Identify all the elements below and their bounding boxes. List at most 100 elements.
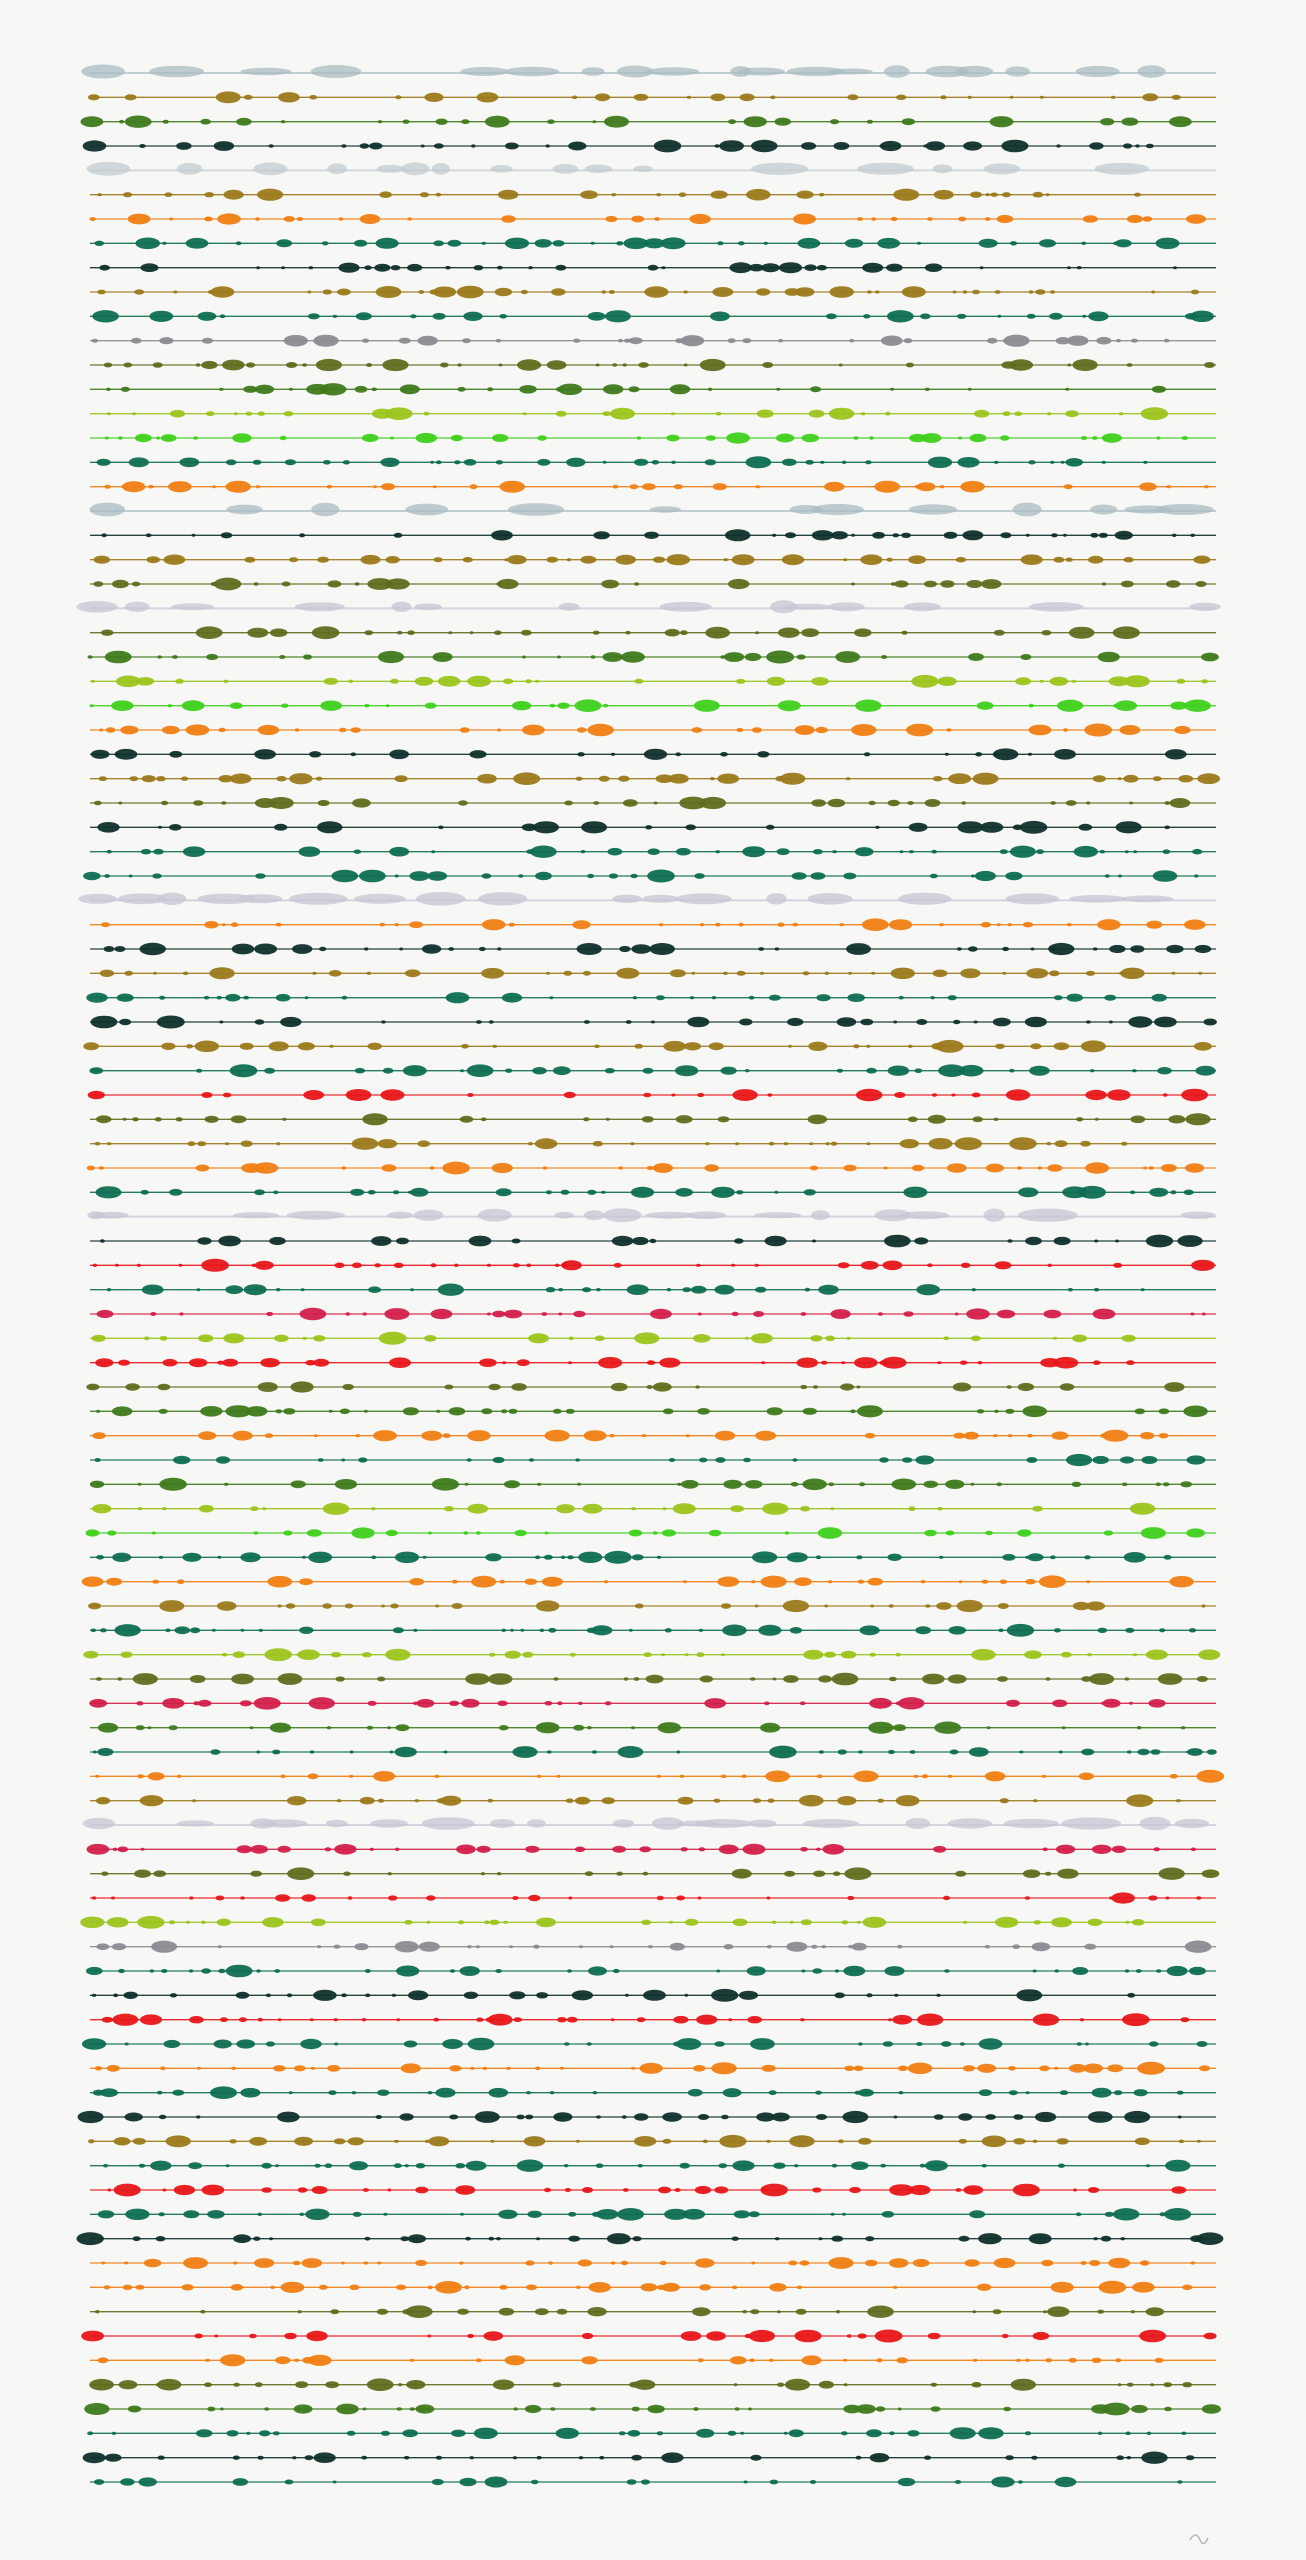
ink-blob xyxy=(784,1531,790,1535)
ink-blob xyxy=(700,796,726,810)
ink-blob xyxy=(863,752,871,757)
ink-blob xyxy=(415,2163,426,2169)
ink-blob xyxy=(577,1482,581,1486)
ink-blob xyxy=(870,1604,875,1608)
ink-blob xyxy=(1129,1190,1136,1195)
ink-blob xyxy=(189,1896,194,1900)
ink-blob xyxy=(813,1870,826,1877)
ink-blob xyxy=(999,1798,1009,1804)
ink-blob xyxy=(536,2455,542,2460)
ink-blob xyxy=(801,2355,822,2366)
ink-blob xyxy=(469,750,487,759)
ink-blob xyxy=(218,1968,226,1974)
ink-blob xyxy=(960,1262,971,1269)
ink-blob xyxy=(687,2088,703,2097)
ink-blob xyxy=(800,1919,812,1926)
ink-blob xyxy=(153,848,164,855)
ink-blob xyxy=(748,2211,760,2218)
ink-blob xyxy=(297,2310,302,2314)
ink-blob xyxy=(946,728,952,732)
ink-blob xyxy=(682,1287,692,1293)
ink-blob xyxy=(985,193,990,197)
ink-blob xyxy=(292,2260,301,2266)
ink-blob xyxy=(1126,214,1143,224)
ink-blob xyxy=(269,2237,274,2241)
ink-blob xyxy=(233,2382,240,2387)
ink-blob xyxy=(484,115,510,128)
ink-blob xyxy=(568,1361,573,1365)
ink-blob xyxy=(1072,359,1098,371)
ink-blob xyxy=(656,2431,664,2436)
ink-blob xyxy=(809,1165,819,1171)
ink-blob xyxy=(407,263,423,272)
ink-blob xyxy=(1163,338,1170,343)
ink-blob xyxy=(89,2378,114,2391)
ink-blob xyxy=(371,387,378,392)
ink-blob xyxy=(578,2456,584,2460)
ink-blob xyxy=(181,2284,194,2291)
ink-blob xyxy=(818,192,825,197)
ink-blob xyxy=(916,2042,923,2046)
ink-blob xyxy=(933,1845,947,1853)
ink-blob xyxy=(1086,801,1091,805)
ink-blob xyxy=(1146,920,1163,929)
ink-blob xyxy=(231,2066,237,2070)
ink-blob xyxy=(255,873,266,879)
ink-blob xyxy=(91,1896,97,1900)
ink-blob xyxy=(334,2042,339,2046)
ink-blob xyxy=(1099,849,1106,854)
ink-blob xyxy=(168,1920,176,1925)
ink-blob xyxy=(459,2477,477,2487)
ink-blob xyxy=(316,821,343,834)
ink-blob xyxy=(385,407,413,421)
ink-blob xyxy=(403,2040,418,2048)
ink-blob xyxy=(746,188,771,201)
ink-blob xyxy=(596,2209,619,2220)
ink-blob xyxy=(623,237,649,250)
ink-blob xyxy=(1027,752,1033,756)
ink-blob xyxy=(279,435,287,441)
ink-blob xyxy=(364,630,374,636)
ink-blob xyxy=(300,1288,305,1292)
ink-blob xyxy=(820,460,825,464)
ink-blob xyxy=(77,2110,104,2124)
ink-blob xyxy=(1060,460,1065,464)
ink-blob xyxy=(437,675,461,687)
ink-blob xyxy=(389,1357,411,1368)
ink-blob xyxy=(1097,2309,1105,2314)
ink-blob xyxy=(505,1068,513,1073)
ink-blob xyxy=(443,1750,448,1754)
ink-blob xyxy=(385,704,390,708)
ink-blob xyxy=(932,164,953,174)
ink-blob xyxy=(1151,385,1166,393)
ink-blob xyxy=(414,1799,420,1803)
ink-blob xyxy=(683,1580,687,1584)
ink-blob xyxy=(1134,2137,1150,2146)
ink-blob xyxy=(342,460,351,465)
ink-blob xyxy=(1032,2139,1038,2143)
ink-blob xyxy=(448,631,453,635)
ink-blob xyxy=(563,970,573,976)
ink-blob xyxy=(255,217,260,221)
ink-blob xyxy=(742,1843,766,1855)
ink-blob xyxy=(636,436,642,440)
ink-blob xyxy=(972,2310,977,2314)
ink-blob xyxy=(530,2479,539,2485)
ink-blob xyxy=(771,1920,777,1925)
ink-blob xyxy=(606,2233,631,2245)
ink-blob xyxy=(1118,874,1122,878)
ink-blob xyxy=(1140,1288,1145,1292)
ink-blob xyxy=(1127,1992,1136,1998)
ink-blob xyxy=(389,749,410,760)
ink-blob xyxy=(413,1209,444,1221)
ink-blob xyxy=(97,2210,115,2219)
ink-blob xyxy=(226,504,263,515)
ink-blob xyxy=(169,824,182,831)
ink-blob xyxy=(490,165,513,173)
ink-blob xyxy=(1062,533,1067,537)
ink-blob xyxy=(97,1748,114,1756)
ink-blob xyxy=(580,850,586,854)
ink-blob xyxy=(1081,1748,1095,1756)
ink-blob xyxy=(1039,679,1044,683)
ink-blob xyxy=(865,460,872,465)
